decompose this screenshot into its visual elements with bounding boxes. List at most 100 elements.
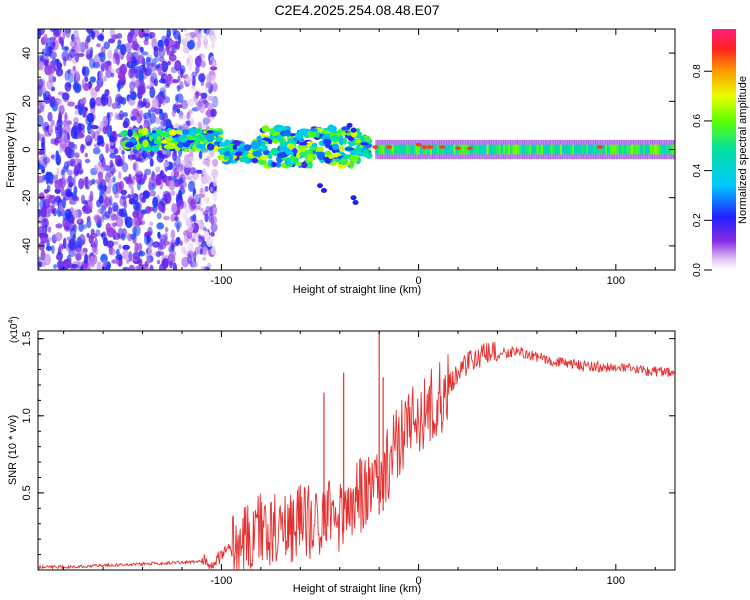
spectrogram-noise-cell <box>110 248 116 256</box>
spectrogram-blob <box>350 195 357 201</box>
spectrogram-signal-cell <box>211 131 221 136</box>
spectrogram-noise-cell <box>203 33 207 43</box>
spectrogram-noise-cell <box>207 102 214 111</box>
spectrogram-noise-cell <box>163 38 169 47</box>
spectrogram-noise-cell <box>191 107 200 112</box>
spectrogram-noise-cell <box>72 177 76 187</box>
spectrogram-noise-cell <box>65 191 74 198</box>
spectrogram-noise-cell <box>120 189 128 195</box>
spectrogram-noise-cell <box>58 104 65 115</box>
colorbar-tick-label: 0.8 <box>692 64 703 78</box>
spectrogram-band-cell <box>498 144 502 155</box>
spectrogram-noise-cell <box>112 176 116 183</box>
spectrogram-noise-cell <box>66 120 72 126</box>
spectrogram-signal-cell <box>322 138 332 146</box>
spectrogram-noise-cell <box>193 251 197 262</box>
spectrogram-signal-cell <box>250 140 260 149</box>
spectrogram-noise-cell <box>206 235 213 247</box>
spectrogram-xtick-label: 0 <box>416 275 422 287</box>
spectrogram-signal-cell <box>232 144 238 151</box>
spectrogram-noise-cell <box>187 227 194 232</box>
spectrogram-noise-cell <box>96 166 105 176</box>
spectrogram-band-cell <box>590 144 594 155</box>
spectrogram-signal-cell <box>325 150 332 156</box>
spectrogram-noise-cell <box>200 190 206 195</box>
spectrogram-noise-cell <box>188 156 194 162</box>
spectrogram-noise-cell <box>39 56 44 62</box>
spectrogram-noise-cell <box>102 125 108 135</box>
spectrogram-signal-cell <box>327 124 335 133</box>
spectrogram-noise-cell <box>66 261 72 267</box>
spectrogram-band-cell <box>614 144 618 155</box>
spectrogram-ytick-label: -20 <box>21 190 33 206</box>
spectrogram-band-cell <box>505 144 509 155</box>
spectrogram-noise-cell <box>38 29 42 40</box>
spectrogram-band-cell <box>628 144 632 155</box>
spectrogram-noise-cell <box>83 248 88 254</box>
spectrogram-noise-cell <box>201 246 209 256</box>
spectrogram-noise-cell <box>182 211 188 221</box>
spectrogram-band-cell <box>562 144 566 155</box>
spectrogram-band-cell <box>543 144 547 155</box>
spectrogram-noise-cell <box>161 258 169 269</box>
spectrogram-noise-cell <box>96 43 101 48</box>
spectrogram-signal-cell <box>282 131 292 136</box>
spectrogram-noise-cell <box>208 70 216 76</box>
spectrogram-noise-cell <box>59 177 68 185</box>
spectrogram-noise-cell <box>149 75 155 87</box>
spectrogram-noise-cell <box>98 70 104 82</box>
spectrogram-noise-cell <box>99 52 106 63</box>
spectrogram-noise-cell <box>185 75 193 84</box>
spectrogram-noise-cell <box>57 246 62 256</box>
spectrogram-signal-cell <box>274 136 283 140</box>
spectrogram-peak <box>597 145 604 149</box>
spectrogram-noise-cell <box>143 119 150 130</box>
spectrogram-noise-cell <box>86 29 94 34</box>
spectrogram-noise-cell <box>200 265 208 270</box>
spectrogram-noise-cell <box>55 253 63 261</box>
spectrogram-noise-cell <box>206 44 211 51</box>
spectrogram-noise-cell <box>211 168 219 179</box>
spectrogram-noise-cell <box>46 236 52 243</box>
spectrogram-noise-cell <box>128 264 136 270</box>
spectrogram-noise-cell <box>55 195 61 204</box>
spectrogram-noise-cell <box>194 55 203 68</box>
spectrogram-noise-cell <box>62 129 67 136</box>
spectrogram-signal-cell <box>306 154 313 162</box>
spectrogram-band-cell <box>448 144 452 155</box>
spectrogram-noise-cell <box>61 46 68 51</box>
spectrogram-blob <box>346 122 353 128</box>
spectrogram-noise-cell <box>112 222 118 227</box>
spectrogram-noise-cell <box>84 176 89 189</box>
spectrogram-noise-cell <box>89 190 94 202</box>
spectrogram-noise-cell <box>209 34 217 44</box>
spectrogram-band-cell <box>550 144 554 155</box>
spectrogram-noise-cell <box>179 176 184 186</box>
spectrogram-signal-cell <box>122 130 127 135</box>
spectrogram-band-cell <box>422 144 426 155</box>
spectrogram-noise-cell <box>75 43 81 53</box>
spectrogram-signal-cell <box>314 136 321 140</box>
spectrogram-noise-cell <box>209 205 214 217</box>
spectrogram-noise-cell <box>169 260 173 269</box>
spectrogram-noise-cell <box>170 229 176 240</box>
spectrogram-noise-cell <box>151 58 157 67</box>
spectrogram-ytick-label: 0 <box>21 146 33 152</box>
spectrogram-noise-cell <box>151 98 160 109</box>
spectrogram-band-cell <box>645 144 648 155</box>
spectrogram-plot-area <box>38 29 675 270</box>
spectrogram-band-cell <box>460 144 464 155</box>
spectrogram-noise-cell <box>157 39 164 48</box>
spectrogram-noise-cell <box>206 73 213 83</box>
spectrogram-band-cell <box>588 144 592 155</box>
spectrogram-noise-cell <box>66 53 73 61</box>
spectrogram-noise-cell <box>131 193 139 198</box>
spectrogram-band-cell <box>526 144 530 155</box>
spectrogram-noise-cell <box>176 167 184 173</box>
spectrogram-noise-cell <box>141 263 149 270</box>
spectrogram-signal-cell <box>176 142 184 149</box>
spectrogram-noise-cell <box>170 250 177 257</box>
spectrogram-noise-cell <box>132 226 138 235</box>
spectrogram-noise-cell <box>199 187 204 193</box>
spectrogram-band-cell <box>626 144 630 155</box>
